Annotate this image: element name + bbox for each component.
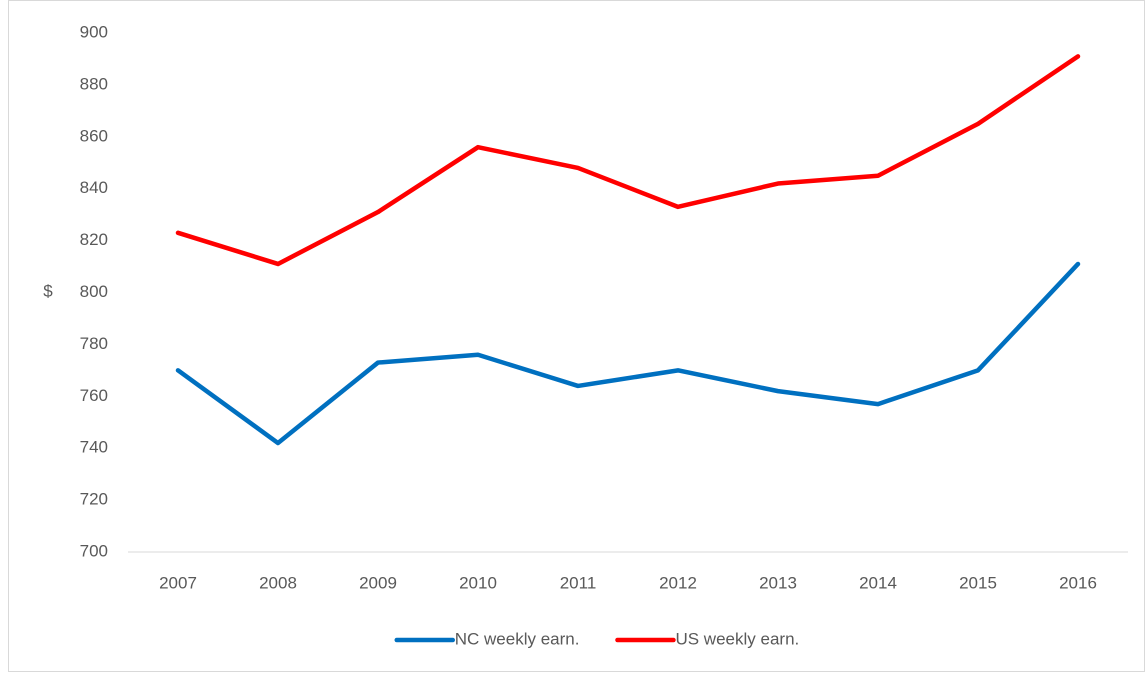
x-tick-label: 2011 <box>560 573 597 592</box>
y-tick-label: 840 <box>80 178 108 197</box>
x-tick-label: 2009 <box>359 573 397 592</box>
y-tick-label: 720 <box>80 490 108 509</box>
series-line <box>175 261 1081 446</box>
series-line <box>175 54 1081 267</box>
x-tick-label: 2013 <box>759 573 797 592</box>
y-tick-label: 800 <box>80 282 108 301</box>
y-tick-label: 740 <box>80 438 108 457</box>
y-tick-label: 900 <box>80 22 108 41</box>
legend-label: US weekly earn. <box>675 629 799 648</box>
y-tick-label: 860 <box>80 126 108 145</box>
x-tick-label: 2015 <box>959 573 997 592</box>
x-tick-label: 2016 <box>1059 573 1097 592</box>
x-tick-label: 2012 <box>659 573 697 592</box>
legend-label: NC weekly earn. <box>455 629 580 648</box>
y-tick-label: 880 <box>80 74 108 93</box>
y-tick-label: 780 <box>80 334 108 353</box>
y-axis-label: $ <box>43 281 53 300</box>
x-tick-label: 2014 <box>859 573 897 592</box>
x-tick-label: 2008 <box>259 573 297 592</box>
y-tick-label: 820 <box>80 230 108 249</box>
x-tick-label: 2007 <box>159 573 197 592</box>
y-tick-label: 700 <box>80 541 108 560</box>
x-tick-label: 2010 <box>459 573 497 592</box>
chart-border <box>8 0 1145 672</box>
y-tick-label: 760 <box>80 386 108 405</box>
